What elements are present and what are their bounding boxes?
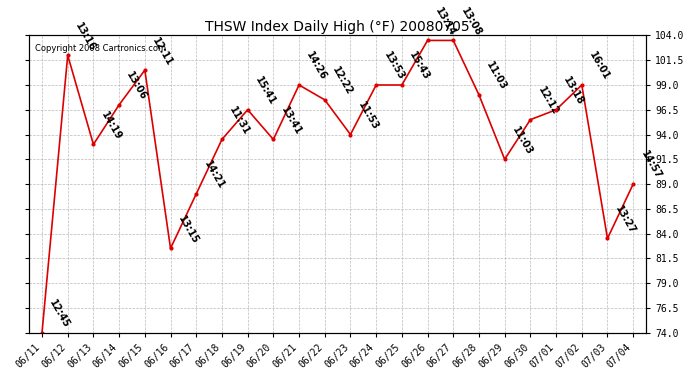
Text: 12:45: 12:45	[48, 298, 72, 330]
Text: Copyright 2008 Cartronics.com: Copyright 2008 Cartronics.com	[35, 44, 166, 53]
Text: 12:11: 12:11	[150, 36, 175, 68]
Text: 14:21: 14:21	[201, 159, 226, 191]
Text: 13:53: 13:53	[382, 50, 406, 82]
Text: 14:19: 14:19	[99, 110, 123, 142]
Text: 12:22: 12:22	[331, 65, 355, 97]
Text: 16:01: 16:01	[587, 50, 611, 82]
Text: 13:15: 13:15	[176, 214, 200, 246]
Text: 13:08: 13:08	[459, 6, 483, 38]
Text: 13:27: 13:27	[613, 204, 637, 236]
Text: 15:41: 15:41	[253, 75, 277, 107]
Title: THSW Index Daily High (°F) 20080705: THSW Index Daily High (°F) 20080705	[206, 20, 470, 34]
Text: 13:06: 13:06	[125, 70, 149, 102]
Text: 14:57: 14:57	[639, 149, 663, 181]
Text: 11:53: 11:53	[356, 100, 380, 132]
Text: 14:26: 14:26	[304, 50, 328, 82]
Text: 11:03: 11:03	[510, 124, 534, 156]
Text: 12:12: 12:12	[536, 85, 560, 117]
Text: 15:43: 15:43	[407, 50, 431, 82]
Text: 11:03: 11:03	[484, 60, 509, 92]
Text: 11:31: 11:31	[228, 105, 252, 136]
Text: 13:16: 13:16	[73, 21, 97, 53]
Text: 13:41: 13:41	[279, 105, 303, 136]
Text: 13:14: 13:14	[433, 6, 457, 38]
Text: 13:18: 13:18	[562, 75, 586, 107]
